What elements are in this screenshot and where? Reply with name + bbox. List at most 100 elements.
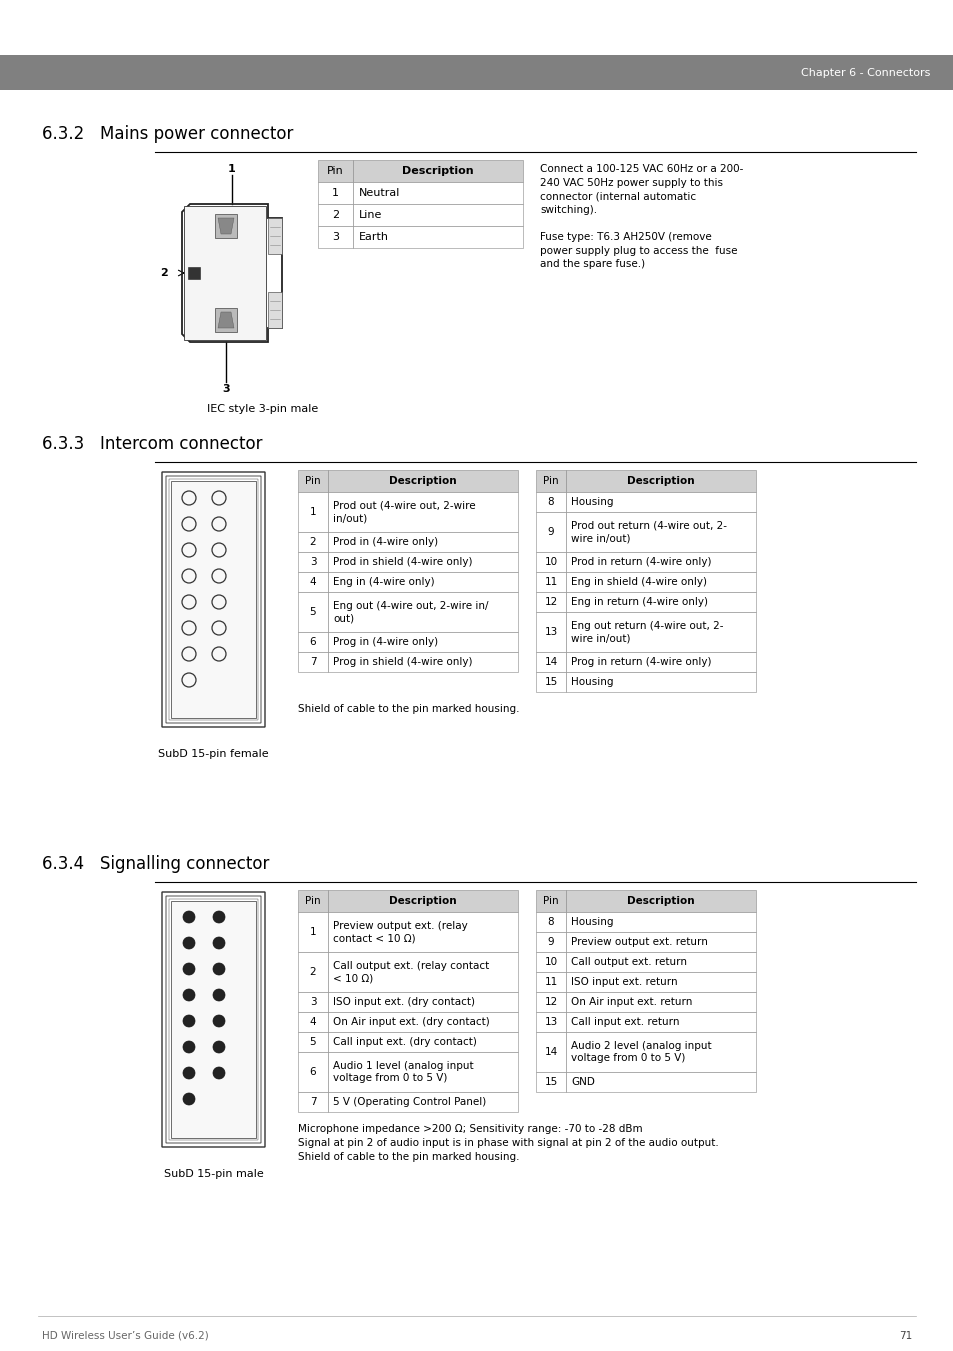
Bar xyxy=(268,218,282,254)
Text: 2: 2 xyxy=(332,209,338,220)
Text: 3: 3 xyxy=(332,232,338,242)
Text: Prod in shield (4-wire only): Prod in shield (4-wire only) xyxy=(333,557,472,567)
Text: 4: 4 xyxy=(310,1017,316,1027)
Bar xyxy=(171,481,255,717)
Bar xyxy=(297,1092,328,1112)
Bar xyxy=(565,890,755,912)
Text: 10: 10 xyxy=(544,557,557,567)
Text: Line: Line xyxy=(358,209,382,220)
Text: Description: Description xyxy=(389,896,456,907)
Bar xyxy=(297,532,328,553)
Text: SubD 15-pin male: SubD 15-pin male xyxy=(164,1169,263,1179)
Bar xyxy=(328,592,517,632)
Text: ISO input ext. (dry contact): ISO input ext. (dry contact) xyxy=(333,997,475,1006)
Circle shape xyxy=(213,963,225,975)
Bar xyxy=(565,470,755,492)
Bar xyxy=(297,492,328,532)
Text: Housing: Housing xyxy=(571,917,613,927)
Bar xyxy=(565,512,755,553)
Text: 13: 13 xyxy=(544,627,558,638)
Text: Pin: Pin xyxy=(305,896,320,907)
Bar xyxy=(328,1092,517,1112)
Text: Chapter 6 - Connectors: Chapter 6 - Connectors xyxy=(800,68,929,77)
Bar xyxy=(297,1032,328,1052)
Bar xyxy=(536,992,565,1012)
Text: Prog in (4-wire only): Prog in (4-wire only) xyxy=(333,638,437,647)
Text: Preview output ext. return: Preview output ext. return xyxy=(571,938,707,947)
Text: Earth: Earth xyxy=(358,232,389,242)
Bar xyxy=(536,470,565,492)
Text: Call output ext. (relay contact
< 10 Ω): Call output ext. (relay contact < 10 Ω) xyxy=(333,961,489,984)
Bar xyxy=(565,971,755,992)
Text: Eng in (4-wire only): Eng in (4-wire only) xyxy=(333,577,435,586)
Text: Call input ext. return: Call input ext. return xyxy=(571,1017,679,1027)
Text: Prod out return (4-wire out, 2-
wire in/out): Prod out return (4-wire out, 2- wire in/… xyxy=(571,520,726,543)
Bar xyxy=(297,470,328,492)
Circle shape xyxy=(213,1067,225,1079)
Bar xyxy=(297,592,328,632)
Bar xyxy=(171,901,255,1138)
Text: Audio 2 level (analog input
voltage from 0 to 5 V): Audio 2 level (analog input voltage from… xyxy=(571,1040,711,1063)
Text: 5 V (Operating Control Panel): 5 V (Operating Control Panel) xyxy=(333,1097,486,1106)
Bar xyxy=(565,592,755,612)
Bar xyxy=(317,159,353,182)
Bar xyxy=(536,890,565,912)
Text: 15: 15 xyxy=(544,1077,558,1088)
Text: 9: 9 xyxy=(547,938,554,947)
Text: Prod in (4-wire only): Prod in (4-wire only) xyxy=(333,536,437,547)
Bar xyxy=(565,992,755,1012)
Bar xyxy=(565,653,755,671)
Text: Prod in return (4-wire only): Prod in return (4-wire only) xyxy=(571,557,711,567)
Bar xyxy=(565,1071,755,1092)
Bar xyxy=(536,971,565,992)
Circle shape xyxy=(183,963,194,975)
Circle shape xyxy=(213,911,225,923)
Bar xyxy=(297,553,328,571)
Bar xyxy=(565,1012,755,1032)
Text: 15: 15 xyxy=(544,677,558,688)
Bar xyxy=(297,632,328,653)
Bar xyxy=(565,612,755,653)
Text: Housing: Housing xyxy=(571,497,613,507)
Text: Description: Description xyxy=(402,166,474,176)
Text: 2: 2 xyxy=(310,967,316,977)
Circle shape xyxy=(183,989,194,1001)
Circle shape xyxy=(183,1093,194,1105)
Bar xyxy=(328,1012,517,1032)
Text: 5: 5 xyxy=(310,1038,316,1047)
Text: On Air input ext. (dry contact): On Air input ext. (dry contact) xyxy=(333,1017,489,1027)
Bar xyxy=(297,1052,328,1092)
Bar xyxy=(565,1032,755,1071)
Bar xyxy=(328,492,517,532)
Text: 3: 3 xyxy=(310,997,316,1006)
Bar xyxy=(328,470,517,492)
Bar xyxy=(328,632,517,653)
Circle shape xyxy=(213,989,225,1001)
Text: Pin: Pin xyxy=(305,476,320,486)
Text: Shield of cable to the pin marked housing.: Shield of cable to the pin marked housin… xyxy=(297,704,519,713)
Text: 6.3.4   Signalling connector: 6.3.4 Signalling connector xyxy=(42,855,269,873)
Text: GND: GND xyxy=(571,1077,595,1088)
Text: On Air input ext. return: On Air input ext. return xyxy=(571,997,692,1006)
Bar xyxy=(536,592,565,612)
Bar xyxy=(565,912,755,932)
Circle shape xyxy=(213,1015,225,1027)
Text: Description: Description xyxy=(626,476,694,486)
Bar xyxy=(297,571,328,592)
Bar xyxy=(353,159,522,182)
Bar xyxy=(536,1012,565,1032)
Bar xyxy=(536,671,565,692)
Bar xyxy=(188,267,200,280)
Text: 3: 3 xyxy=(222,384,230,394)
Bar xyxy=(536,1071,565,1092)
Circle shape xyxy=(183,911,194,923)
Bar xyxy=(328,532,517,553)
Bar xyxy=(184,205,266,340)
Bar xyxy=(317,204,353,226)
Text: Pin: Pin xyxy=(542,896,558,907)
Text: Prod out (4-wire out, 2-wire
in/out): Prod out (4-wire out, 2-wire in/out) xyxy=(333,501,476,523)
Text: HD Wireless User’s Guide (v6.2): HD Wireless User’s Guide (v6.2) xyxy=(42,1331,209,1342)
Text: 14: 14 xyxy=(544,1047,558,1056)
Text: Pin: Pin xyxy=(327,166,343,176)
Bar xyxy=(328,653,517,671)
